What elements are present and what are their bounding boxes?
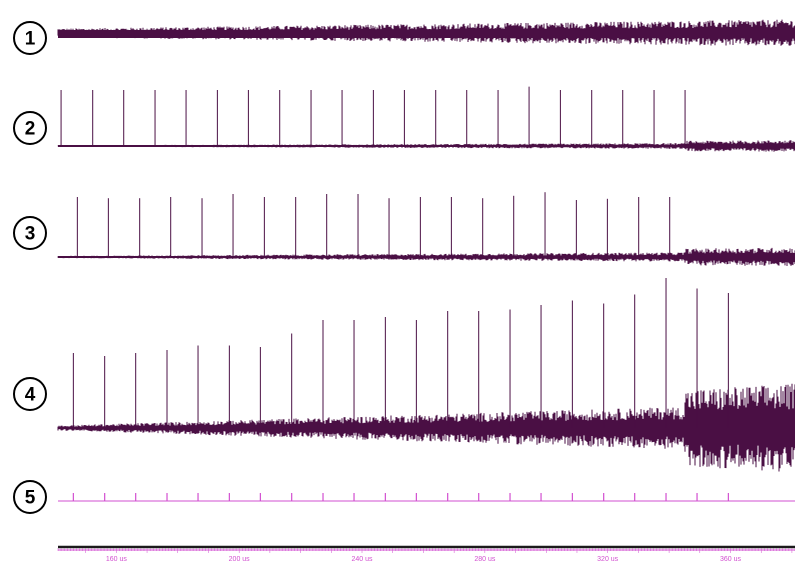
trace-badge-5: 5 xyxy=(13,480,47,514)
trace-badge-1: 1 xyxy=(13,21,47,55)
badge-circle xyxy=(13,377,47,411)
trace-2 xyxy=(57,86,795,152)
x-tick-label: 360 us xyxy=(720,556,742,563)
badge-number: 4 xyxy=(25,385,36,406)
badge-circle xyxy=(13,111,47,145)
x-tick-label: 320 us xyxy=(597,556,619,563)
trace-3 xyxy=(57,192,795,266)
x-tick-label: 200 us xyxy=(229,556,251,563)
traces-layer xyxy=(57,19,795,502)
trace-badge-3: 3 xyxy=(13,216,47,250)
x-tick-label: 240 us xyxy=(351,556,373,563)
badge-number: 2 xyxy=(25,119,36,140)
badge-circle xyxy=(13,21,47,55)
badge-circle xyxy=(13,480,47,514)
trace-5 xyxy=(58,493,795,502)
time-axis: 160 us 200 us 240 us 280 us 320 us 360 us xyxy=(57,545,795,563)
badge-circle xyxy=(13,216,47,250)
x-tick-label: 280 us xyxy=(474,556,496,563)
badge-number: 5 xyxy=(25,488,36,509)
x-tick-label: 160 us xyxy=(106,556,128,563)
badge-number: 1 xyxy=(25,29,36,50)
trace-badge-4: 4 xyxy=(13,377,47,411)
trace-4 xyxy=(57,278,795,472)
trace-1 xyxy=(57,19,795,46)
trace-badges: 1 2 3 4 5 xyxy=(13,21,47,514)
badge-number: 3 xyxy=(25,224,36,245)
trace-badge-2: 2 xyxy=(13,111,47,145)
